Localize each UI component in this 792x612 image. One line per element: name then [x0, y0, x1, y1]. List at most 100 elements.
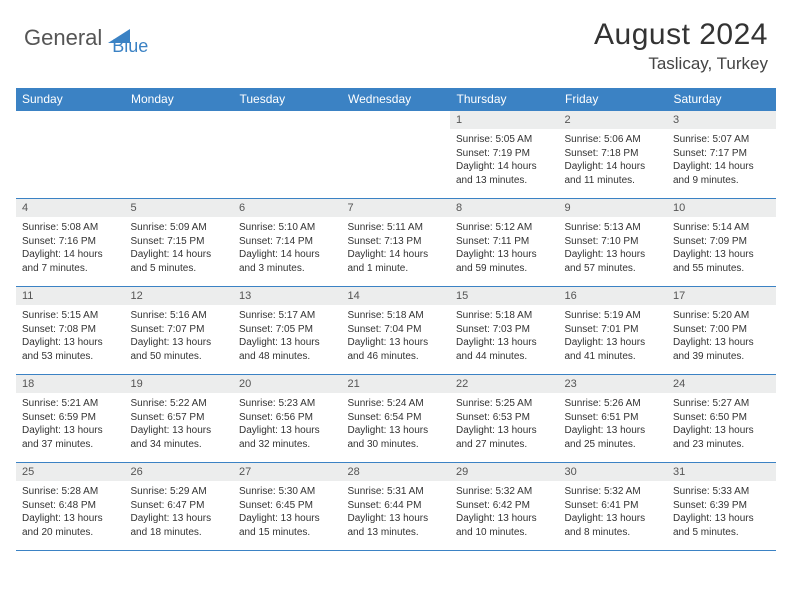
weekday-saturday: Saturday	[667, 88, 776, 111]
month-title: August 2024	[594, 18, 768, 52]
weekday-monday: Monday	[125, 88, 234, 111]
sunrise-text: Sunrise: 5:19 AM	[565, 309, 662, 323]
day-number: 23	[559, 375, 668, 393]
sunrise-text: Sunrise: 5:18 AM	[456, 309, 553, 323]
day-number: 3	[667, 111, 776, 129]
sunrise-text: Sunrise: 5:15 AM	[22, 309, 119, 323]
day-number: 10	[667, 199, 776, 217]
daylight-text: Daylight: 13 hours and 46 minutes.	[348, 336, 445, 363]
sunset-text: Sunset: 7:14 PM	[239, 235, 336, 249]
sunset-text: Sunset: 7:17 PM	[673, 147, 770, 161]
day-details: Sunrise: 5:25 AMSunset: 6:53 PMDaylight:…	[450, 393, 559, 453]
day-number: 16	[559, 287, 668, 305]
daylight-text: Daylight: 14 hours and 1 minute.	[348, 248, 445, 275]
calendar-day-cell: 21Sunrise: 5:24 AMSunset: 6:54 PMDayligh…	[342, 375, 451, 463]
daylight-text: Daylight: 13 hours and 20 minutes.	[22, 512, 119, 539]
calendar-day-cell: 9Sunrise: 5:13 AMSunset: 7:10 PMDaylight…	[559, 199, 668, 287]
calendar-day-cell	[233, 111, 342, 199]
sunset-text: Sunset: 7:08 PM	[22, 323, 119, 337]
day-details: Sunrise: 5:30 AMSunset: 6:45 PMDaylight:…	[233, 481, 342, 541]
day-number: 17	[667, 287, 776, 305]
sunrise-text: Sunrise: 5:21 AM	[22, 397, 119, 411]
sunset-text: Sunset: 6:44 PM	[348, 499, 445, 513]
day-details: Sunrise: 5:11 AMSunset: 7:13 PMDaylight:…	[342, 217, 451, 277]
sunrise-text: Sunrise: 5:32 AM	[565, 485, 662, 499]
day-number: 20	[233, 375, 342, 393]
daylight-text: Daylight: 13 hours and 39 minutes.	[673, 336, 770, 363]
day-details: Sunrise: 5:08 AMSunset: 7:16 PMDaylight:…	[16, 217, 125, 277]
sunrise-text: Sunrise: 5:18 AM	[348, 309, 445, 323]
calendar-day-cell: 1Sunrise: 5:05 AMSunset: 7:19 PMDaylight…	[450, 111, 559, 199]
daylight-text: Daylight: 13 hours and 23 minutes.	[673, 424, 770, 451]
calendar-week-row: 1Sunrise: 5:05 AMSunset: 7:19 PMDaylight…	[16, 111, 776, 199]
logo: General Blue	[24, 18, 148, 57]
sunrise-text: Sunrise: 5:16 AM	[131, 309, 228, 323]
daylight-text: Daylight: 13 hours and 57 minutes.	[565, 248, 662, 275]
sunset-text: Sunset: 7:00 PM	[673, 323, 770, 337]
weekday-wednesday: Wednesday	[342, 88, 451, 111]
sunrise-text: Sunrise: 5:17 AM	[239, 309, 336, 323]
logo-text-blue: Blue	[112, 36, 148, 57]
calendar-day-cell: 5Sunrise: 5:09 AMSunset: 7:15 PMDaylight…	[125, 199, 234, 287]
day-number: 14	[342, 287, 451, 305]
day-details: Sunrise: 5:23 AMSunset: 6:56 PMDaylight:…	[233, 393, 342, 453]
sunrise-text: Sunrise: 5:24 AM	[348, 397, 445, 411]
sunrise-text: Sunrise: 5:32 AM	[456, 485, 553, 499]
sunrise-text: Sunrise: 5:22 AM	[131, 397, 228, 411]
calendar-day-cell	[125, 111, 234, 199]
day-details: Sunrise: 5:22 AMSunset: 6:57 PMDaylight:…	[125, 393, 234, 453]
day-number: 28	[342, 463, 451, 481]
day-details: Sunrise: 5:07 AMSunset: 7:17 PMDaylight:…	[667, 129, 776, 189]
day-number: 27	[233, 463, 342, 481]
weekday-friday: Friday	[559, 88, 668, 111]
day-number: 30	[559, 463, 668, 481]
sunset-text: Sunset: 7:18 PM	[565, 147, 662, 161]
day-number: 21	[342, 375, 451, 393]
sunrise-text: Sunrise: 5:33 AM	[673, 485, 770, 499]
calendar-day-cell: 24Sunrise: 5:27 AMSunset: 6:50 PMDayligh…	[667, 375, 776, 463]
calendar-day-cell: 15Sunrise: 5:18 AMSunset: 7:03 PMDayligh…	[450, 287, 559, 375]
day-details: Sunrise: 5:14 AMSunset: 7:09 PMDaylight:…	[667, 217, 776, 277]
daylight-text: Daylight: 13 hours and 53 minutes.	[22, 336, 119, 363]
calendar-day-cell	[16, 111, 125, 199]
calendar-day-cell: 30Sunrise: 5:32 AMSunset: 6:41 PMDayligh…	[559, 463, 668, 551]
day-details: Sunrise: 5:13 AMSunset: 7:10 PMDaylight:…	[559, 217, 668, 277]
logo-text-general: General	[24, 25, 102, 51]
calendar-week-row: 4Sunrise: 5:08 AMSunset: 7:16 PMDaylight…	[16, 199, 776, 287]
sunset-text: Sunset: 7:11 PM	[456, 235, 553, 249]
sunrise-text: Sunrise: 5:11 AM	[348, 221, 445, 235]
sunset-text: Sunset: 6:56 PM	[239, 411, 336, 425]
daylight-text: Daylight: 14 hours and 5 minutes.	[131, 248, 228, 275]
sunset-text: Sunset: 7:05 PM	[239, 323, 336, 337]
day-details: Sunrise: 5:29 AMSunset: 6:47 PMDaylight:…	[125, 481, 234, 541]
day-number: 26	[125, 463, 234, 481]
day-details: Sunrise: 5:10 AMSunset: 7:14 PMDaylight:…	[233, 217, 342, 277]
sunset-text: Sunset: 6:48 PM	[22, 499, 119, 513]
calendar-day-cell: 11 Sunrise: 5:15 AMSunset: 7:08 PMDayligh…	[16, 287, 125, 375]
daylight-text: Daylight: 13 hours and 37 minutes.	[22, 424, 119, 451]
daylight-text: Daylight: 13 hours and 10 minutes.	[456, 512, 553, 539]
sunset-text: Sunset: 6:41 PM	[565, 499, 662, 513]
day-number: 13	[233, 287, 342, 305]
day-number: 11	[16, 287, 125, 305]
day-details: Sunrise: 5:05 AMSunset: 7:19 PMDaylight:…	[450, 129, 559, 189]
sunrise-text: Sunrise: 5:25 AM	[456, 397, 553, 411]
day-details: Sunrise: 5:24 AMSunset: 6:54 PMDaylight:…	[342, 393, 451, 453]
day-number: 4	[16, 199, 125, 217]
sunrise-text: Sunrise: 5:07 AM	[673, 133, 770, 147]
sunset-text: Sunset: 7:03 PM	[456, 323, 553, 337]
day-number: 1	[450, 111, 559, 129]
day-details: Sunrise: 5:26 AMSunset: 6:51 PMDaylight:…	[559, 393, 668, 453]
calendar-day-cell: 20Sunrise: 5:23 AMSunset: 6:56 PMDayligh…	[233, 375, 342, 463]
weekday-thursday: Thursday	[450, 88, 559, 111]
daylight-text: Daylight: 14 hours and 3 minutes.	[239, 248, 336, 275]
calendar-day-cell: 22Sunrise: 5:25 AMSunset: 6:53 PMDayligh…	[450, 375, 559, 463]
daylight-text: Daylight: 13 hours and 25 minutes.	[565, 424, 662, 451]
day-number: 9	[559, 199, 668, 217]
daylight-text: Daylight: 13 hours and 44 minutes.	[456, 336, 553, 363]
sunrise-text: Sunrise: 5:26 AM	[565, 397, 662, 411]
calendar-day-cell: 4Sunrise: 5:08 AMSunset: 7:16 PMDaylight…	[16, 199, 125, 287]
daylight-text: Daylight: 14 hours and 7 minutes.	[22, 248, 119, 275]
calendar-day-cell: 3Sunrise: 5:07 AMSunset: 7:17 PMDaylight…	[667, 111, 776, 199]
calendar-day-cell: 26Sunrise: 5:29 AMSunset: 6:47 PMDayligh…	[125, 463, 234, 551]
